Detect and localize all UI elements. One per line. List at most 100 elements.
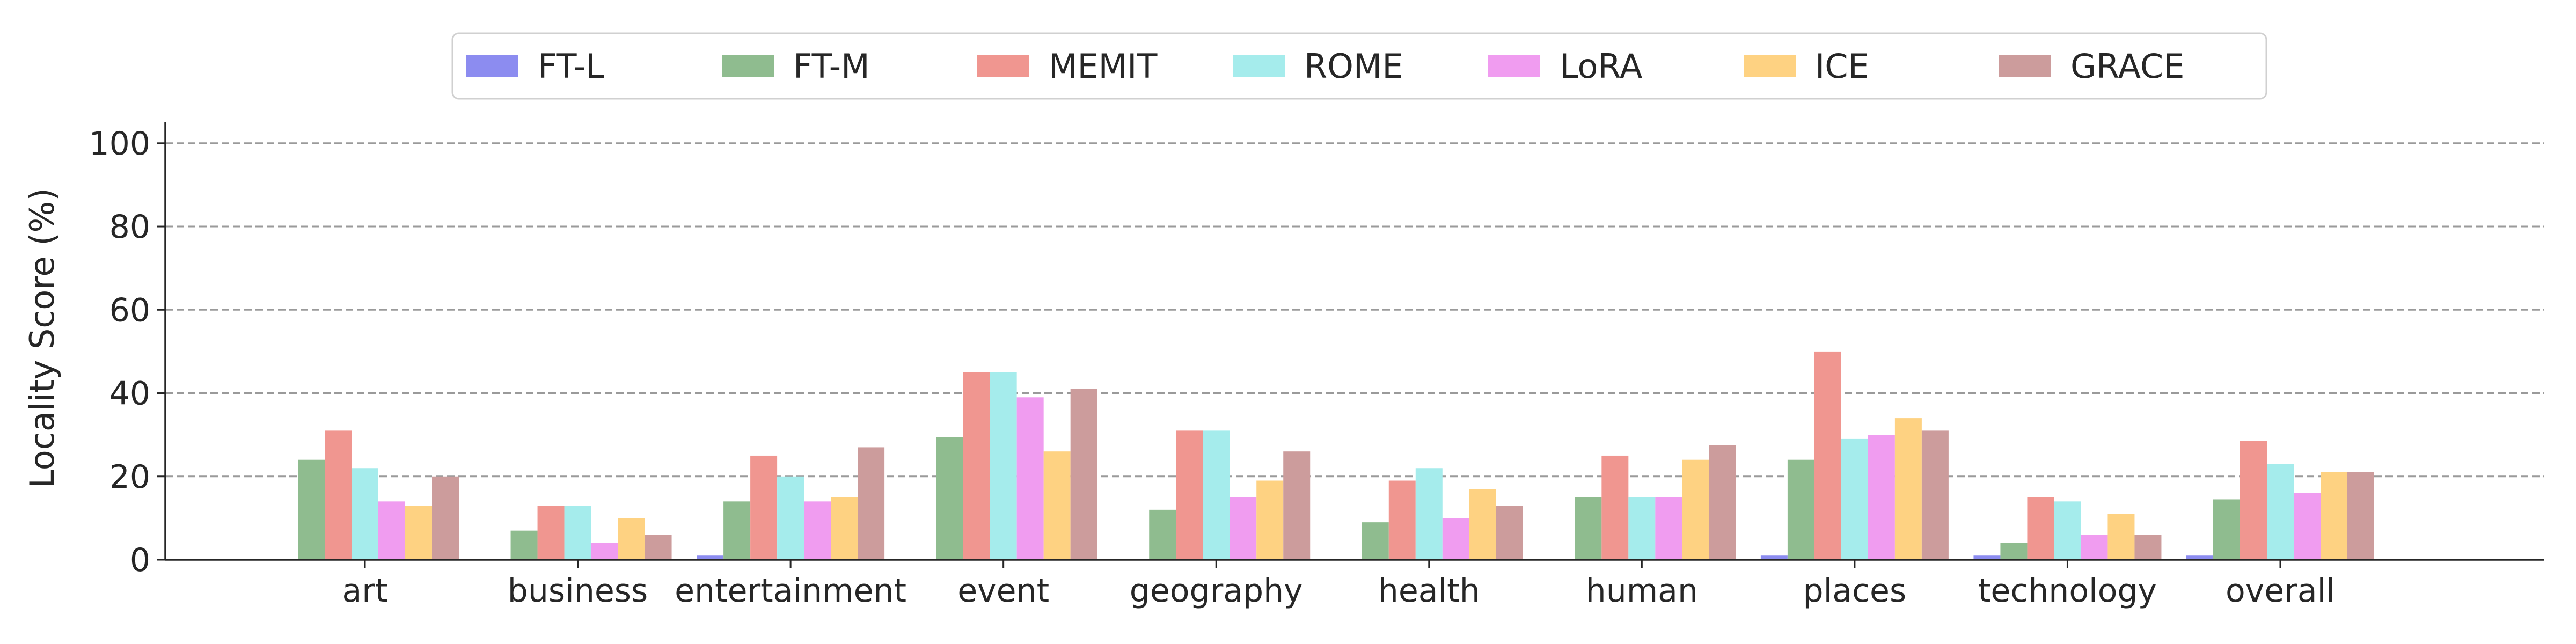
bar-memit-overall — [2240, 441, 2267, 560]
bar-ice-overall — [2321, 472, 2347, 560]
legend-swatch-rome — [1233, 55, 1285, 77]
bar-memit-technology — [2027, 497, 2054, 560]
bar-lora-business — [591, 543, 618, 560]
bar-memit-event — [963, 372, 990, 560]
bar-lora-art — [378, 501, 405, 560]
bar-grace-art — [432, 476, 459, 560]
bar-ft-m-geography — [1149, 509, 1176, 560]
bar-lora-overall — [2294, 493, 2321, 560]
x-tick-label-health: health — [1378, 572, 1480, 610]
x-tick-label-overall: overall — [2226, 572, 2335, 610]
x-tick-label-places: places — [1803, 572, 1907, 610]
x-tick-label-human: human — [1586, 572, 1698, 610]
bar-memit-business — [537, 506, 565, 560]
bar-ft-m-art — [298, 459, 325, 560]
bar-ice-entertainment — [831, 497, 858, 560]
legend-swatch-ft-l — [466, 55, 518, 77]
bar-grace-health — [1496, 506, 1523, 560]
legend-swatch-ft-m — [722, 55, 774, 77]
bar-ft-m-business — [510, 530, 538, 560]
legend-box — [451, 32, 2267, 100]
bar-rome-entertainment — [777, 476, 804, 560]
x-tick-label-entertainment: entertainment — [675, 572, 906, 610]
x-tick-label-technology: technology — [1978, 572, 2157, 610]
bar-grace-business — [645, 535, 672, 560]
y-tick-label: 80 — [109, 208, 150, 246]
bar-rome-art — [352, 468, 378, 560]
legend-swatch-ice — [1744, 55, 1796, 77]
legend-label-ft-l: FT-L — [538, 47, 604, 86]
bar-ft-l-entertainment — [697, 555, 724, 560]
x-tick-label-geography: geography — [1130, 572, 1303, 610]
x-tick-label-event: event — [957, 572, 1049, 610]
bar-grace-geography — [1283, 451, 1311, 560]
bar-ft-m-event — [936, 437, 963, 560]
bar-rome-geography — [1203, 430, 1230, 560]
legend-label-ft-m: FT-M — [793, 47, 870, 86]
grid-lines — [165, 142, 2544, 478]
bar-ft-m-entertainment — [723, 501, 751, 560]
bar-memit-health — [1388, 480, 1416, 560]
legend-label-grace: GRACE — [2070, 47, 2184, 86]
y-axis-label: Locality Score (%) — [23, 188, 62, 488]
bar-ft-l-technology — [1973, 555, 2001, 560]
bar-grace-technology — [2134, 535, 2162, 560]
bar-rome-business — [564, 506, 591, 560]
axes — [157, 122, 2544, 568]
bar-ft-m-health — [1362, 522, 1389, 560]
bar-lora-geography — [1230, 497, 1257, 560]
bar-grace-entertainment — [858, 447, 885, 560]
bar-rome-overall — [2267, 464, 2294, 560]
bars — [298, 351, 2374, 560]
legend-swatch-lora — [1488, 55, 1540, 77]
bar-ice-geography — [1256, 480, 1284, 560]
bar-lora-technology — [2081, 535, 2108, 560]
legend-label-lora: LoRA — [1560, 47, 1642, 86]
bar-lora-places — [1868, 435, 1895, 560]
bar-memit-entertainment — [750, 455, 778, 560]
bar-ice-event — [1043, 451, 1071, 560]
tick-labels: 0 20 40 60 80 100 art business entertainment even… — [89, 125, 2334, 610]
bar-grace-human — [1709, 445, 1736, 560]
bar-ice-business — [618, 518, 645, 560]
bar-memit-places — [1814, 351, 1841, 560]
bar-memit-human — [1601, 455, 1629, 560]
bar-ice-health — [1469, 489, 1496, 560]
x-tick-label-art: art — [342, 572, 388, 610]
bar-ft-m-overall — [2213, 499, 2240, 560]
y-tick-label: 100 — [89, 125, 150, 163]
legend-swatch-grace — [1999, 55, 2051, 77]
x-tick-label-business: business — [508, 572, 648, 610]
y-tick-label: 60 — [109, 291, 150, 329]
bar-ft-l-places — [1760, 555, 1788, 560]
bar-rome-human — [1628, 497, 1656, 560]
bar-rome-health — [1415, 468, 1443, 560]
bar-rome-technology — [2054, 501, 2081, 560]
bar-lora-entertainment — [804, 501, 831, 560]
bar-lora-event — [1016, 397, 1044, 560]
bar-rome-places — [1841, 438, 1868, 560]
bar-rome-event — [990, 372, 1017, 560]
bar-ice-places — [1894, 418, 1922, 560]
bar-ice-art — [405, 506, 432, 560]
legend: FT-L FT-M MEMIT ROME LoRA ICE GRACE — [451, 32, 2267, 100]
y-tick-label: 0 — [130, 541, 150, 579]
legend-label-ice: ICE — [1815, 47, 1869, 86]
bar-memit-geography — [1176, 430, 1203, 560]
bar-lora-human — [1655, 497, 1682, 560]
bar-ft-m-technology — [2000, 543, 2028, 560]
bar-lora-health — [1442, 518, 1469, 560]
y-tick-label: 40 — [109, 375, 150, 413]
bar-ice-technology — [2107, 514, 2135, 560]
legend-label-rome: ROME — [1304, 47, 1403, 86]
bar-ice-human — [1682, 459, 1709, 560]
bar-ft-m-places — [1787, 459, 1814, 560]
legend-swatch-memit — [977, 55, 1029, 77]
bar-grace-overall — [2347, 472, 2374, 560]
legend-label-memit: MEMIT — [1049, 47, 1158, 86]
bar-memit-art — [325, 430, 352, 560]
bar-ft-m-human — [1575, 497, 1602, 560]
bar-grace-event — [1070, 389, 1097, 560]
y-tick-label: 20 — [109, 458, 150, 496]
